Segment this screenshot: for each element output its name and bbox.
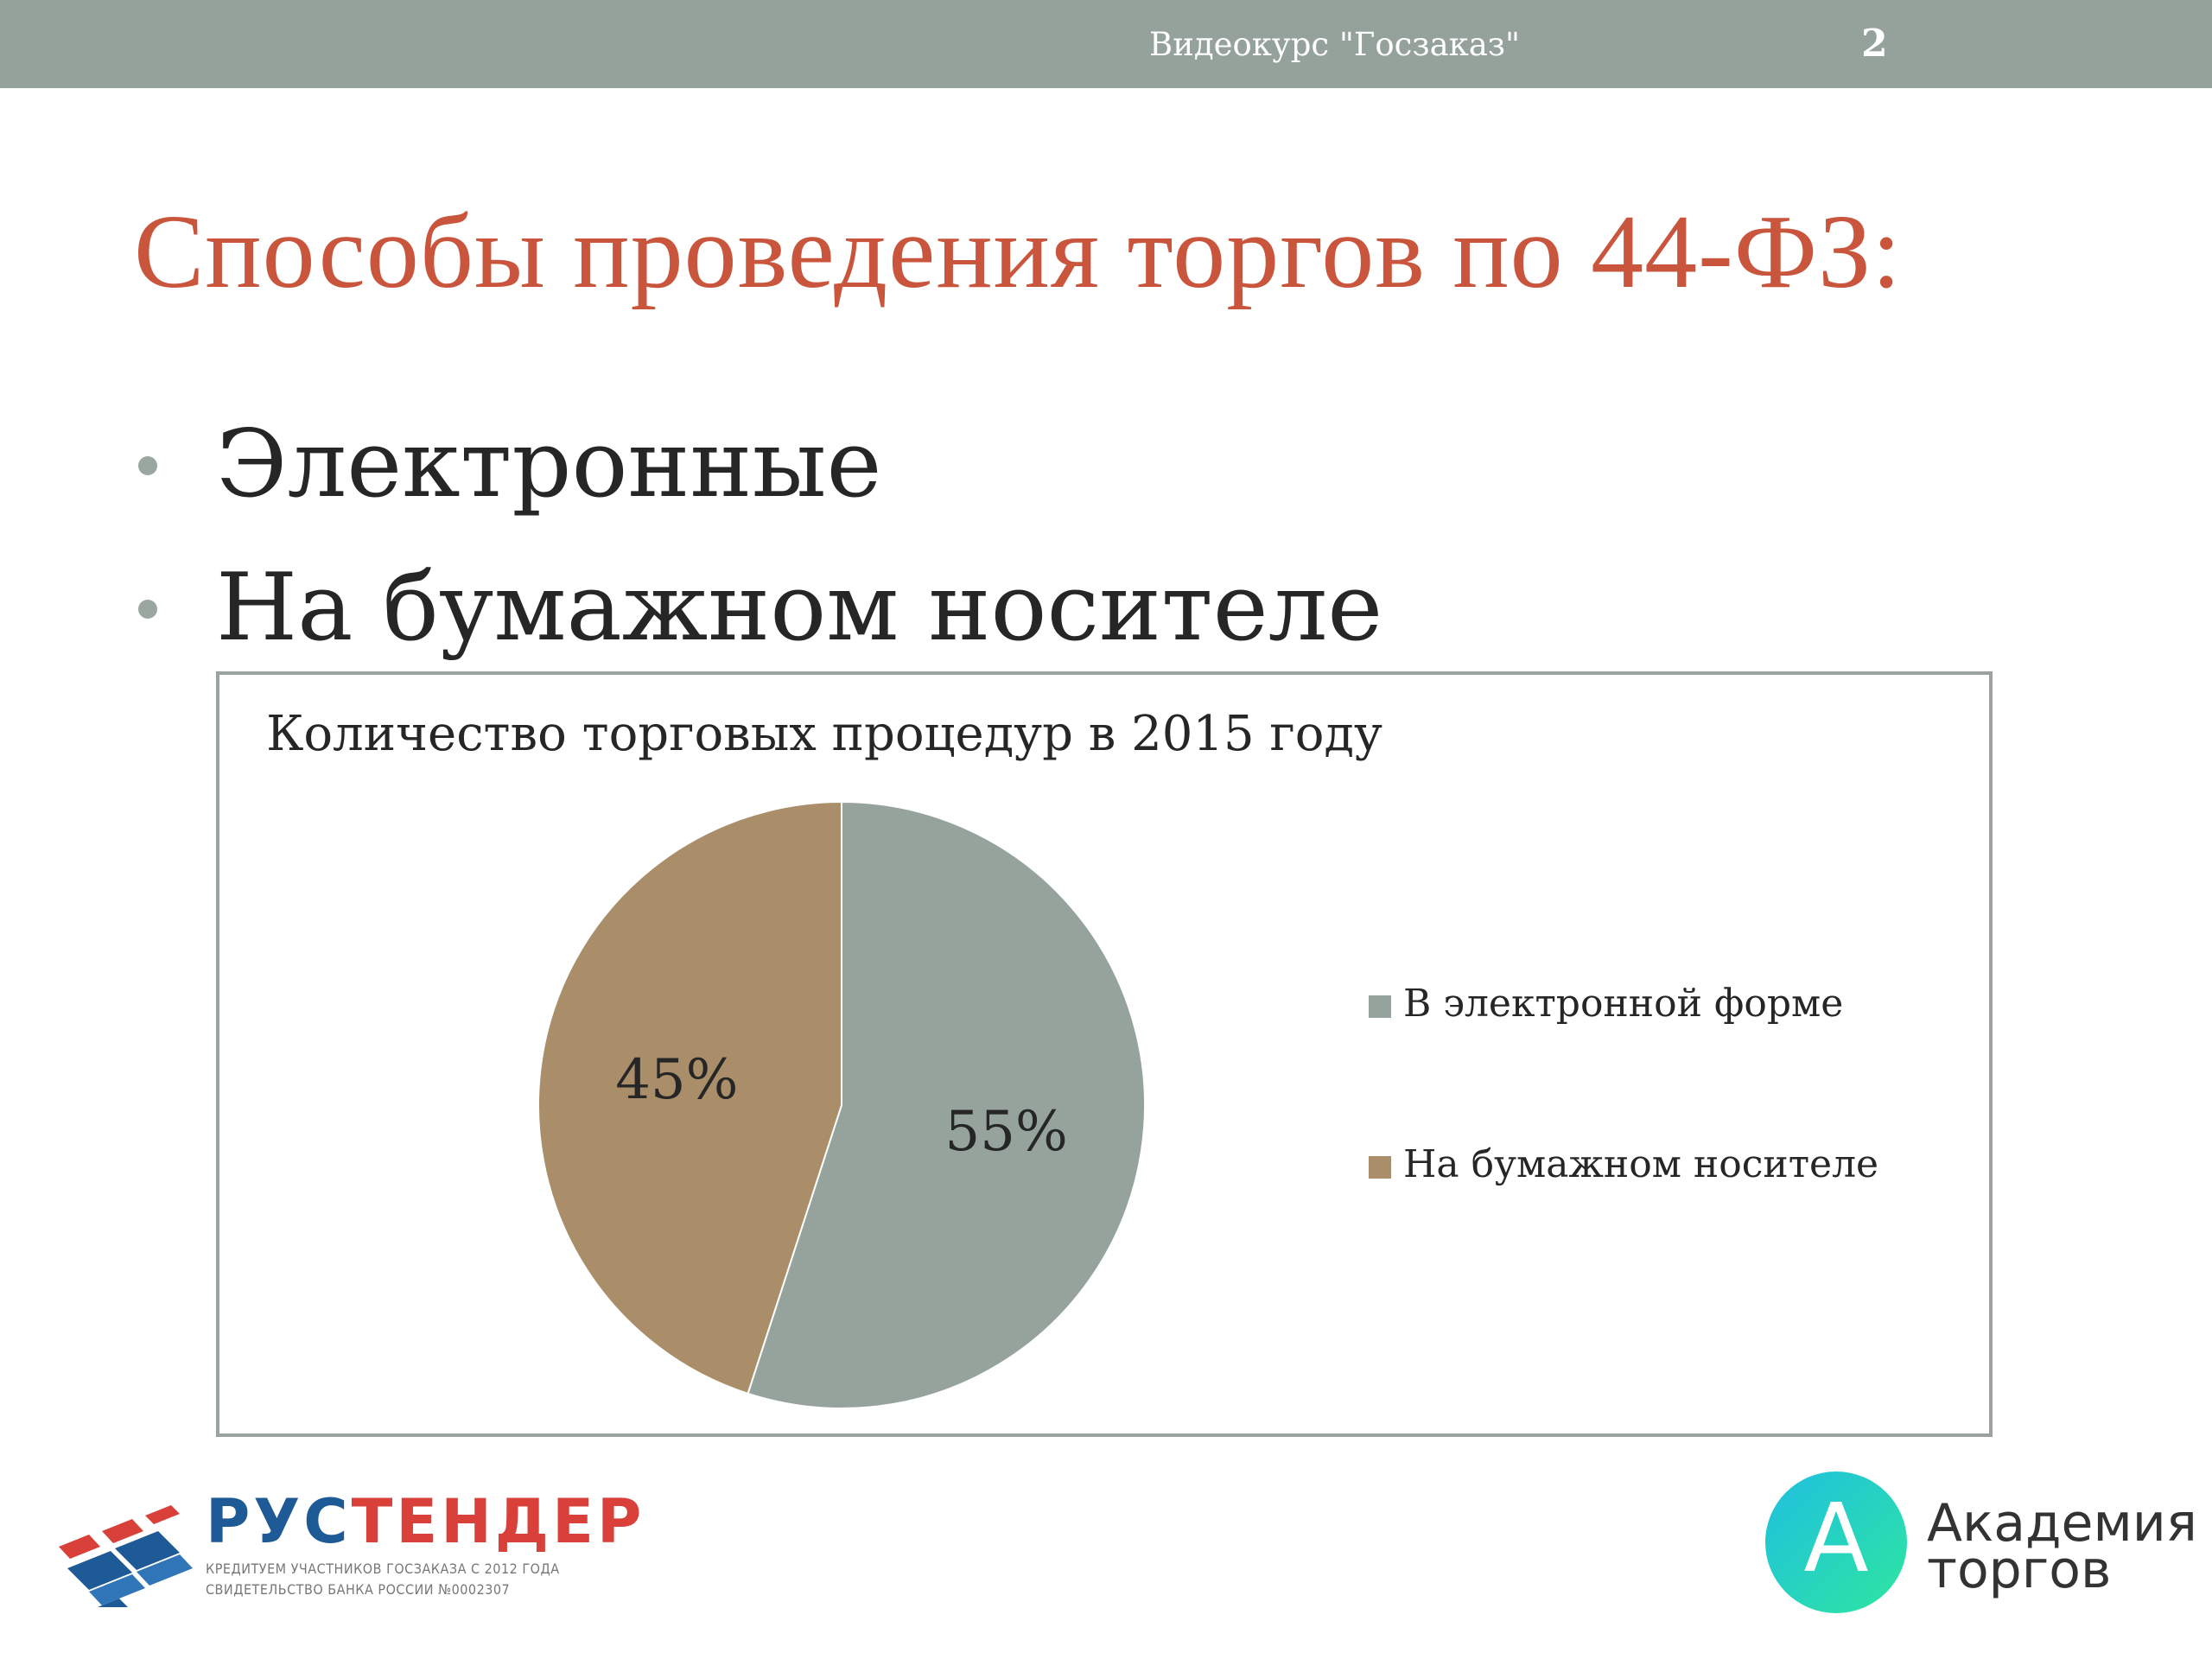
- bullet-item: Электронные: [130, 404, 1382, 548]
- akademia-line2: торгов: [1927, 1540, 2112, 1600]
- legend-swatch-paper: [1369, 1156, 1391, 1179]
- legend-label-paper: На бумажном носителе: [1403, 1142, 1879, 1186]
- pie-slice-1: [537, 800, 842, 1395]
- pie-chart: 55% 45%: [537, 800, 1146, 1409]
- slide-title: Способы проведения торгов по 44-ФЗ:: [134, 194, 1903, 310]
- rustender-logo: РУСТЕНДЕР КРЕДИТУЕМ УЧАСТНИКОВ ГОСЗАКАЗА…: [41, 1469, 641, 1607]
- legend-label-electronic: В электронной форме: [1403, 982, 1844, 1026]
- rustender-tagline: КРЕДИТУЕМ УЧАСТНИКОВ ГОСЗАКАЗА С 2012 ГО…: [206, 1560, 560, 1577]
- rustender-license: СВИДЕТЕЛЬСТВО БАНКА РОССИИ №0002307: [206, 1581, 511, 1598]
- rustender-name: РУСТЕНДЕР: [206, 1486, 645, 1557]
- bullet-dot-icon: [138, 456, 157, 475]
- bullet-list: Электронные На бумажном носителе: [130, 404, 1382, 691]
- chart-frame: Количество торговых процедур в 2015 году…: [216, 671, 1993, 1437]
- bullet-text: На бумажном носителе: [216, 554, 1383, 662]
- akademia-line1: Академия: [1927, 1493, 2197, 1554]
- header-bar: Видеокурс "Госзаказ" 2: [0, 0, 2212, 88]
- akademia-emblem-icon: А: [1765, 1471, 1907, 1613]
- akademia-logo: А Академия торгов: [1763, 1469, 2197, 1624]
- rustender-name-part2: ТЕНДЕР: [351, 1486, 645, 1557]
- slide-number: 2: [1861, 22, 1888, 66]
- rustender-emblem-icon: [59, 1505, 193, 1607]
- course-title: Видеокурс "Госзаказ": [1149, 26, 1521, 63]
- pie-label-1: 45%: [615, 1048, 738, 1112]
- svg-text:А: А: [1803, 1483, 1868, 1593]
- bullet-dot-icon: [138, 600, 157, 619]
- pie-label-0: 55%: [945, 1100, 1068, 1164]
- legend-swatch-electronic: [1369, 995, 1391, 1018]
- bullet-item: На бумажном носителе: [130, 548, 1382, 691]
- pie-slice-0: [747, 800, 1146, 1409]
- bullet-text: Электронные: [216, 410, 882, 518]
- rustender-name-part1: РУС: [206, 1486, 352, 1557]
- chart-title: Количество торговых процедур в 2015 году: [266, 706, 1382, 762]
